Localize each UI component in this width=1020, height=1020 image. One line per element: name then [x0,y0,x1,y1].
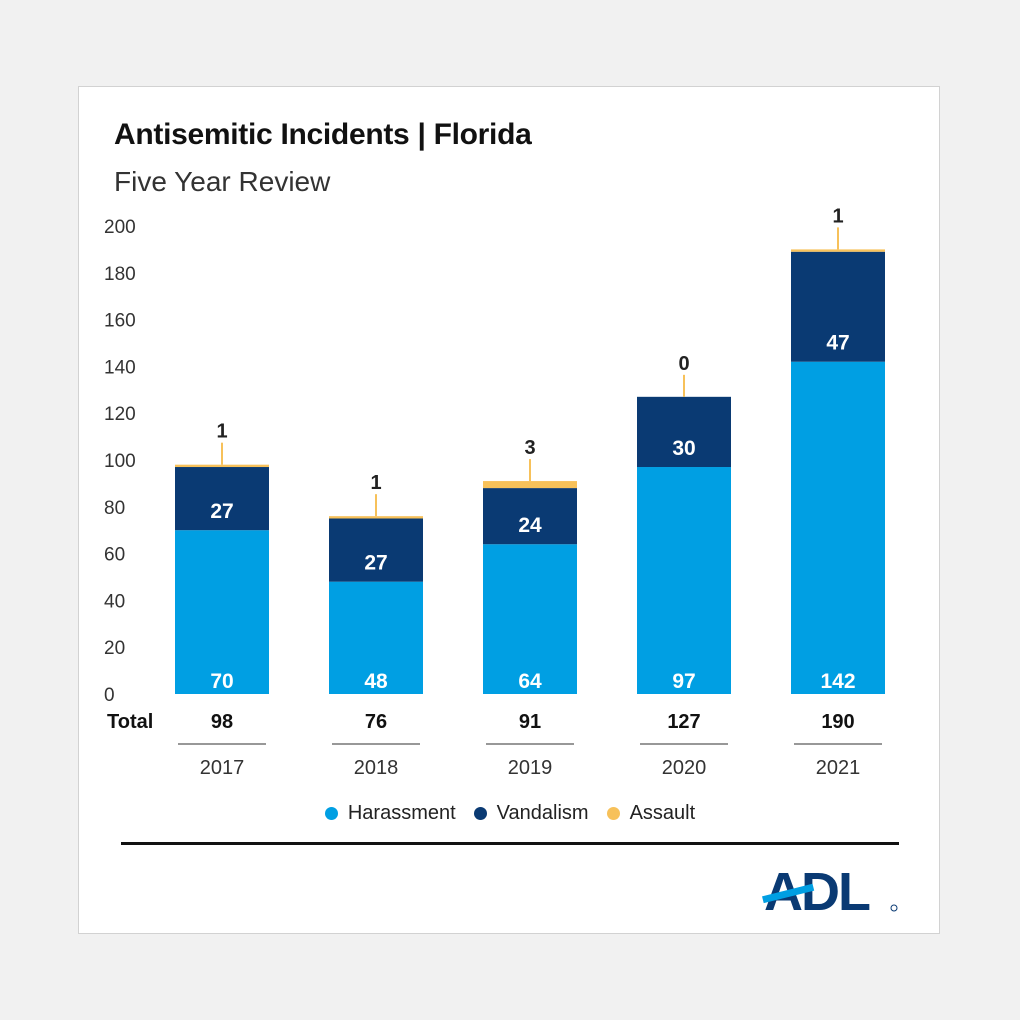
y-tick-label: 140 [104,357,136,378]
bar-assault [329,516,423,519]
legend-item-vandalism: Vandalism [473,802,589,825]
bar-vandalism [791,251,885,362]
legend-swatch-vandalism [473,807,487,820]
x-tick-label: 2019 [508,757,553,779]
legend-label-vandalism: Vandalism [496,802,589,824]
y-tick-label: 180 [104,264,136,285]
y-tick-label: 80 [104,498,125,519]
data-label-vandalism: 27 [364,552,387,575]
total-value: 127 [667,711,700,733]
y-tick-label: 0 [104,685,115,706]
y-tick-label: 160 [104,311,136,332]
bar-vandalism [483,488,577,545]
y-tick-label: 40 [104,591,125,612]
data-label-vandalism: 27 [210,500,233,523]
data-label-assault: 1 [832,205,843,227]
svg-text:ADL: ADL [764,862,870,920]
y-tick-label: 100 [104,451,136,472]
y-tick-label: 200 [104,217,136,238]
legend-label-harassment: Harassment [347,802,456,824]
bar-harassment [791,361,885,694]
legend-item-assault: Assault [606,802,696,825]
data-label-assault: 3 [524,437,535,459]
bar-harassment [329,581,423,694]
totals-row-label: Total [107,711,153,733]
bar-assault [791,249,885,252]
data-label-harassment: 142 [820,670,855,693]
chart-title: Antisemitic Incidents | Florida [114,118,532,151]
adl-logo: ADL [762,862,898,920]
legend-swatch-harassment [324,807,338,820]
x-tick-label: 2017 [200,757,245,779]
bar-vandalism [175,467,269,531]
legend: Harassment Vandalism Assault [0,802,1020,825]
total-value: 190 [821,711,854,733]
legend-item-harassment: Harassment [324,802,456,825]
data-label-harassment: 48 [364,670,388,693]
bar-assault [483,481,577,489]
data-label-harassment: 97 [672,670,695,693]
bar-harassment [483,544,577,694]
data-label-assault: 1 [216,421,227,443]
total-value: 91 [519,711,541,733]
bar-harassment [637,467,731,694]
bar-assault [175,464,269,468]
y-tick-label: 20 [104,638,125,659]
data-label-harassment: 64 [518,670,542,693]
bar-vandalism [637,396,731,468]
x-tick-label: 2021 [816,757,861,779]
y-tick-label: 120 [104,404,136,425]
total-value: 98 [211,711,233,733]
x-tick-label: 2020 [662,757,707,779]
data-label-vandalism: 30 [672,437,695,460]
bar-harassment [175,530,269,694]
chart-subtitle: Five Year Review [114,166,331,197]
bar-vandalism [329,518,423,582]
data-label-vandalism: 47 [826,332,849,355]
divider [121,842,899,845]
data-label-harassment: 70 [210,670,233,693]
data-label-assault: 0 [678,353,689,375]
data-label-vandalism: 24 [518,514,542,537]
legend-label-assault: Assault [629,802,696,824]
total-value: 76 [365,711,387,733]
y-tick-label: 60 [104,545,125,566]
legend-swatch-assault [606,807,620,820]
x-tick-label: 2018 [354,757,399,779]
data-label-assault: 1 [370,472,381,494]
